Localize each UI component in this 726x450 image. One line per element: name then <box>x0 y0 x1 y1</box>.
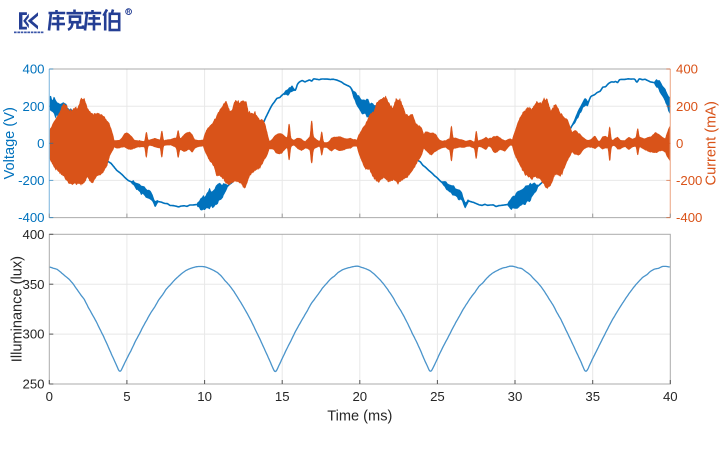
svg-text:400: 400 <box>22 62 44 77</box>
svg-text:Illuminance (lux): Illuminance (lux) <box>10 256 26 362</box>
svg-text:-400: -400 <box>18 210 44 225</box>
svg-text:200: 200 <box>22 99 44 114</box>
svg-text:250: 250 <box>22 377 44 392</box>
svg-text:R: R <box>127 9 131 15</box>
svg-text:5: 5 <box>123 389 130 404</box>
svg-text:0: 0 <box>46 389 53 404</box>
svg-text:15: 15 <box>275 389 290 404</box>
svg-text:Current (mA): Current (mA) <box>704 101 720 185</box>
svg-text:400: 400 <box>22 227 44 242</box>
svg-text:30: 30 <box>508 389 523 404</box>
svg-text:200: 200 <box>676 99 698 114</box>
svg-text:0: 0 <box>676 136 683 151</box>
svg-text:400: 400 <box>676 62 698 77</box>
svg-text:35: 35 <box>585 389 600 404</box>
svg-text:350: 350 <box>22 277 44 292</box>
svg-text:0: 0 <box>37 136 44 151</box>
svg-text:-200: -200 <box>676 173 702 188</box>
svg-text:300: 300 <box>22 327 44 342</box>
svg-text:Voltage (V): Voltage (V) <box>2 107 18 179</box>
svg-text:20: 20 <box>352 389 367 404</box>
svg-text:-200: -200 <box>18 173 44 188</box>
svg-text:25: 25 <box>430 389 445 404</box>
svg-text:10: 10 <box>197 389 212 404</box>
svg-text:40: 40 <box>663 389 678 404</box>
svg-text:Time (ms): Time (ms) <box>327 409 392 425</box>
svg-text:-400: -400 <box>676 210 702 225</box>
